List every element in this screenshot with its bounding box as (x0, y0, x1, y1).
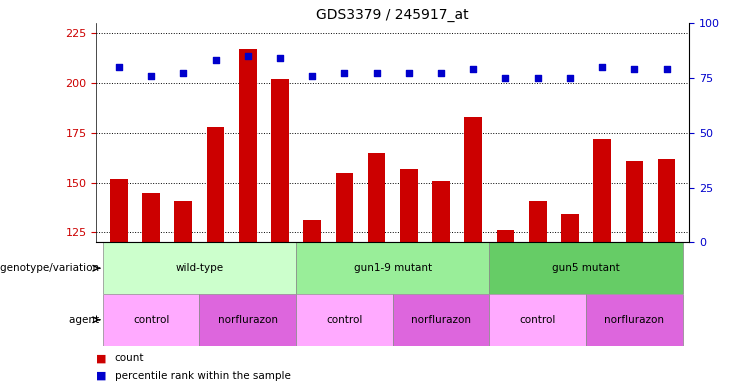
Bar (489, 294, 586, 346)
Bar (393, 294, 489, 346)
Text: percentile rank within the sample: percentile rank within the sample (115, 371, 290, 381)
Bar (103, 294, 199, 346)
Bar (561, 215, 579, 242)
Bar (489, 242, 682, 294)
Bar (625, 161, 643, 242)
Bar (296, 242, 489, 294)
Point (468, 66, 479, 72)
Point (210, 57, 222, 63)
Bar (586, 294, 682, 346)
Text: ■: ■ (96, 371, 107, 381)
Point (499, 75, 511, 81)
Bar (529, 200, 547, 242)
Text: control: control (326, 315, 362, 325)
Point (339, 70, 350, 76)
Bar (303, 220, 321, 242)
Text: control: control (519, 315, 556, 325)
Bar (465, 117, 482, 242)
Text: agent: agent (70, 315, 103, 325)
Title: GDS3379 / 245917_at: GDS3379 / 245917_at (316, 8, 469, 22)
Bar (174, 200, 192, 242)
Bar (432, 180, 450, 242)
Bar (271, 79, 289, 242)
Point (177, 70, 189, 76)
Bar (142, 192, 160, 242)
Bar (336, 172, 353, 242)
Point (113, 64, 124, 70)
Text: count: count (115, 353, 144, 363)
Bar (368, 153, 385, 242)
Point (435, 70, 447, 76)
Text: gun5 mutant: gun5 mutant (552, 263, 620, 273)
Point (532, 75, 544, 81)
Bar (110, 179, 127, 242)
Point (628, 66, 640, 72)
Point (306, 73, 318, 79)
Bar (594, 139, 611, 242)
Point (370, 70, 382, 76)
Text: genotype/variation: genotype/variation (1, 263, 103, 273)
Point (145, 73, 157, 79)
Text: wild-type: wild-type (176, 263, 224, 273)
Text: gun1-9 mutant: gun1-9 mutant (353, 263, 432, 273)
Point (274, 55, 286, 61)
Point (597, 64, 608, 70)
Bar (103, 242, 296, 294)
Text: norflurazon: norflurazon (411, 315, 471, 325)
Bar (496, 230, 514, 242)
Text: ■: ■ (96, 353, 107, 363)
Point (242, 53, 253, 59)
Text: norflurazon: norflurazon (218, 315, 278, 325)
Point (403, 70, 415, 76)
Bar (296, 294, 393, 346)
Bar (400, 169, 418, 242)
Bar (207, 127, 225, 242)
Text: control: control (133, 315, 169, 325)
Bar (239, 49, 256, 242)
Point (661, 66, 673, 72)
Text: norflurazon: norflurazon (605, 315, 665, 325)
Point (564, 75, 576, 81)
Bar (658, 159, 676, 242)
Bar (199, 294, 296, 346)
